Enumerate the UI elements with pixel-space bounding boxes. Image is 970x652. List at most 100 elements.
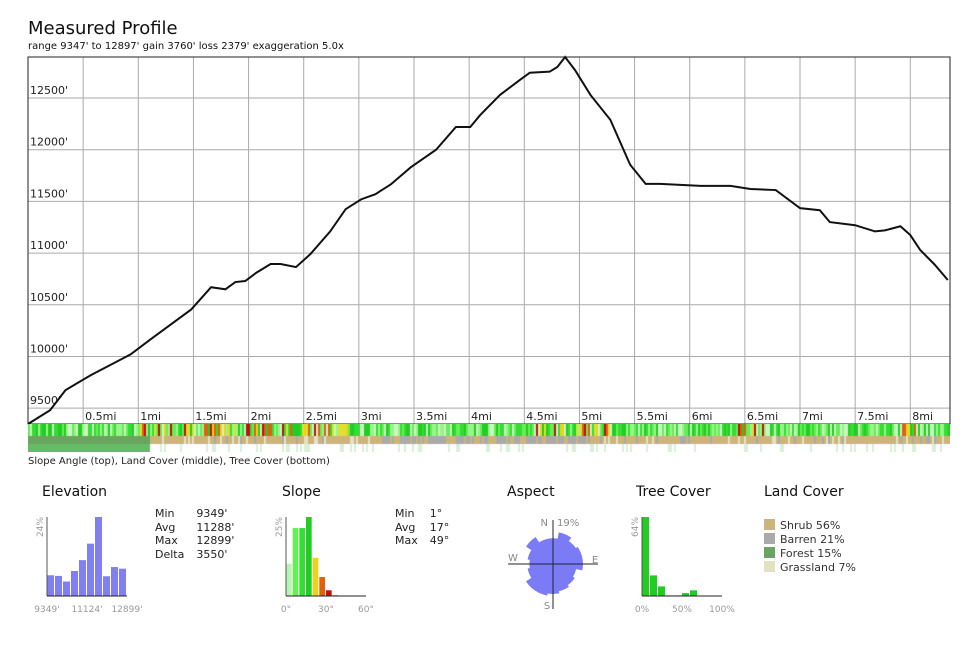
histogram-bar — [79, 560, 86, 596]
elevation-title: Elevation — [42, 484, 108, 500]
aspect-title: Aspect — [507, 484, 555, 500]
y-tick-label: 10500' — [30, 291, 68, 304]
stat-row: Min 1° — [395, 507, 461, 521]
slope-title: Slope — [282, 484, 321, 500]
x-tick-label: 11124' — [71, 605, 102, 615]
stat-label: Max — [155, 534, 178, 547]
histogram-bar — [658, 586, 665, 596]
x-tick-label: 3mi — [361, 410, 382, 423]
x-tick-label: 4mi — [471, 410, 492, 423]
stat-value: 9349' — [196, 507, 228, 520]
stat-value: 11288' — [196, 520, 235, 534]
legend-item: Shrub 56% — [764, 519, 856, 533]
histogram-bar — [299, 528, 305, 596]
legend-swatch — [764, 547, 775, 558]
histogram-bar — [71, 570, 78, 596]
x-tick-label: 5.5mi — [637, 410, 668, 423]
legend-label: Grassland 7% — [780, 561, 856, 574]
stat-row: Delta 3550' — [155, 548, 246, 562]
histogram-bar — [682, 593, 689, 596]
histogram-bar — [642, 517, 649, 596]
x-tick-label: 12899' — [111, 605, 142, 615]
histogram-bar — [87, 543, 94, 596]
stat-value: 3550' — [196, 547, 228, 561]
y-tick-label: 9500' — [30, 394, 61, 407]
stat-value: 49° — [429, 534, 450, 547]
histogram-bar — [286, 563, 292, 596]
x-tick-label: 100% — [709, 605, 735, 615]
x-tick-label: 0% — [635, 605, 650, 615]
slope-landcover-treecover-strips — [28, 424, 950, 452]
histogram-bar — [111, 567, 118, 596]
stat-label: Max — [395, 534, 418, 547]
page-title: Measured Profile — [28, 18, 178, 39]
x-tick-label: 0° — [281, 605, 291, 615]
legend-swatch — [764, 519, 775, 530]
x-tick-label: 6.5mi — [747, 410, 778, 423]
summary-charts: 24% 9349' 11124' 12899' 25% 0° 30° 60° 64% 0% 50% 1… — [34, 517, 735, 615]
y-max-label: 25% — [275, 517, 285, 537]
histogram-bar — [55, 575, 62, 596]
y-tick-label: 12500' — [30, 84, 68, 97]
legend-item: Barren 21% — [764, 533, 856, 547]
y-max-label: 64% — [631, 517, 641, 537]
land-cover-title: Land Cover — [764, 484, 844, 500]
x-tick-label: 2.5mi — [306, 410, 337, 423]
tree-cover-title: Tree Cover — [636, 484, 711, 500]
x-tick-label: 0.5mi — [85, 410, 116, 423]
stat-label: Delta — [155, 547, 185, 561]
stat-label: Min — [155, 507, 175, 520]
x-tick-label: 50% — [672, 605, 692, 615]
stat-label: Min — [395, 507, 415, 520]
histogram-bar — [319, 577, 325, 596]
stat-row: Max 49° — [395, 534, 461, 548]
stat-row: Min 9349' — [155, 507, 246, 521]
stat-row: Max 12899' — [155, 534, 246, 548]
histogram-bar — [312, 557, 319, 596]
legend-label: Barren 21% — [780, 533, 845, 546]
stat-row: Avg 17° — [395, 521, 461, 535]
elevation-profile-chart[interactable]: 0.5mi 1mi 1.5mi 2mi 2.5mi 3mi 3.5mi 4mi 4.5mi 5mi… — [0, 0, 970, 460]
plot-frame — [27, 56, 951, 425]
x-tick-label: 2mi — [251, 410, 272, 423]
histogram-bar — [650, 575, 657, 596]
legend-swatch — [764, 561, 775, 572]
legend-item: Grassland 7% — [764, 561, 856, 575]
x-tick-label: 1.5mi — [195, 410, 226, 423]
elevation-stats: Min 9349' Avg 11288' Max 12899' Delta 3550' — [155, 507, 246, 561]
aspect-max-label: 19% — [557, 518, 579, 529]
histogram-bar — [326, 590, 332, 596]
histogram-bar — [95, 517, 102, 596]
x-tick-label: 8mi — [912, 410, 933, 423]
legend-label: Forest 15% — [780, 547, 842, 560]
legend-swatch — [764, 533, 775, 544]
x-tick-label: 3.5mi — [416, 410, 447, 423]
aspect-direction-label: S — [544, 601, 550, 612]
histogram-bar — [292, 528, 299, 596]
histogram-bar — [103, 576, 110, 596]
legend-label: Shrub 56% — [780, 519, 841, 532]
x-tick-label: 7.5mi — [857, 410, 888, 423]
stat-value: 12899' — [196, 534, 235, 547]
x-tick-label: 4.5mi — [526, 410, 557, 423]
stat-label: Avg — [155, 520, 176, 534]
profile-summary: range 9347' to 12897' gain 3760' loss 23… — [28, 41, 344, 52]
histogram-bar — [63, 581, 70, 596]
x-tick-label: 7mi — [802, 410, 823, 423]
legend-item: Forest 15% — [764, 547, 856, 561]
y-tick-label: 10000' — [30, 342, 68, 355]
y-tick-label: 11000' — [30, 239, 68, 252]
x-tick-label: 6mi — [692, 410, 713, 423]
y-tick-label: 11500' — [30, 187, 68, 200]
x-tick-label: 60° — [358, 605, 374, 615]
y-tick-label: 12000' — [30, 136, 68, 149]
histogram-bar — [690, 590, 697, 596]
histogram-bar — [47, 575, 54, 596]
x-tick-label: 5mi — [581, 410, 602, 423]
slope-stats: Min 1° Avg 17° Max 49° — [395, 507, 461, 548]
x-tick-label: 30° — [318, 605, 334, 615]
x-tick-label: 9349' — [34, 605, 59, 615]
aspect-direction-label: W — [508, 553, 518, 564]
y-max-label: 24% — [36, 517, 46, 537]
